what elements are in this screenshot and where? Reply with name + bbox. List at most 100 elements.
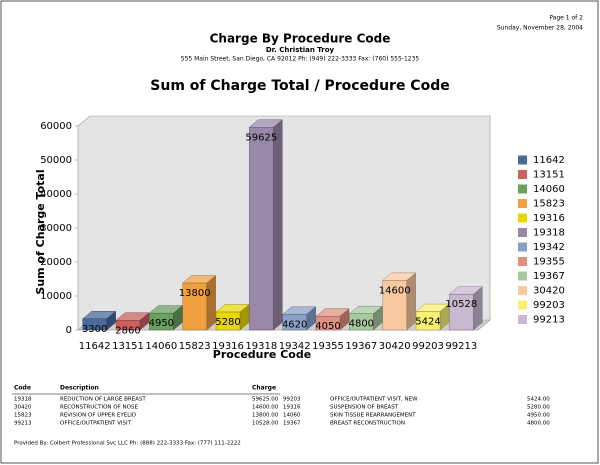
page-number: Page 1 of 2 (549, 15, 583, 22)
table-cell: SUSPENSION OF BREAST (330, 405, 399, 411)
legend-swatch (518, 184, 527, 194)
table-cell: 14600.00 (252, 405, 279, 411)
x-tick-label: 30420 (379, 341, 411, 352)
chart: 0 10000 20000 30000 40000 50000 60000 11642 3300… (40, 119, 565, 352)
x-tick-label: 14060 (145, 341, 177, 352)
y-tick-label: 60000 (40, 121, 72, 132)
bar (315, 316, 341, 331)
bar (249, 127, 274, 331)
table-header: Charge (252, 385, 276, 392)
legend-label: 15823 (533, 199, 565, 210)
x-tick-label: 99203 (412, 341, 444, 352)
legend-swatch (518, 315, 527, 324)
legend-swatch (518, 286, 527, 295)
table-cell: REDUCTION OF LARGE BREAST (60, 397, 146, 403)
bar-side (273, 119, 283, 331)
legend-swatch (518, 271, 527, 281)
x-tick-label: 19316 (212, 341, 244, 352)
legend-swatch (518, 170, 527, 179)
bar (449, 294, 474, 331)
table-cell: 14060 (283, 413, 301, 419)
report-title: Charge By Procedure Code (210, 32, 391, 46)
table-cell: 4800.00 (527, 421, 550, 427)
back-wall (77, 115, 491, 331)
doctor: Dr. Christian Troy (266, 46, 335, 54)
bar (349, 313, 374, 331)
x-tick-label: 19355 (312, 341, 344, 352)
y-tick-label: 40000 (40, 189, 72, 200)
table-cell: 5280.00 (527, 405, 550, 411)
bar (149, 312, 174, 331)
y-axis-label: Sum of Charge Total (34, 169, 47, 294)
x-tick-label: 99213 (445, 341, 477, 352)
legend-label: 13151 (533, 170, 565, 181)
y-tick-label: 50000 (40, 155, 72, 166)
table-cell: REVISION OF UPPER EYELID (60, 413, 136, 419)
table-cell: 5424.00 (527, 397, 550, 403)
data-label: 5424 (415, 317, 440, 328)
table-header: Description (60, 385, 99, 392)
data-label: 14600 (379, 285, 411, 296)
x-tick-label: 15823 (179, 341, 211, 352)
y-tick-label: 30000 (40, 223, 72, 234)
bar (115, 320, 141, 331)
x-tick-label: 19342 (279, 341, 311, 352)
bar (182, 282, 207, 331)
data-label: 10528 (445, 299, 477, 310)
x-tick-label: 19318 (245, 341, 277, 352)
legend-swatch (518, 300, 527, 310)
data-label: 13800 (179, 288, 211, 299)
table-cell: 99213 (14, 421, 32, 427)
legend-label: 19342 (533, 242, 565, 253)
table-cell: OFFICE/OUTPATIENT VISIT (60, 421, 132, 427)
table-cell: 10528.00 (252, 421, 279, 427)
table-cell: 99203 (283, 397, 301, 403)
table-header: Code (14, 385, 31, 392)
x-tick-label: 13151 (112, 341, 144, 352)
bar (215, 311, 241, 331)
chart-title: Sum of Charge Total / Procedure Code (150, 78, 449, 94)
legend-label: 14060 (533, 184, 565, 195)
y-tick-label: 0 (66, 325, 72, 336)
data-label: 4620 (282, 319, 307, 330)
data-label: 59625 (245, 132, 277, 143)
table-cell: 19318 (14, 397, 32, 403)
footer: Provided By: Colbert Professional Svc LL… (14, 441, 241, 447)
legend-label: 11642 (533, 155, 565, 166)
report-date: Sunday, November 28, 2004 (497, 25, 583, 32)
bar (415, 311, 441, 331)
table-cell: SKIN TISSUE REARRANGEMENT (330, 413, 416, 419)
legend-label: 19367 (533, 271, 565, 282)
table-cell: 19316 (283, 405, 301, 411)
legend-swatch (518, 228, 527, 237)
table-cell: 4950.00 (527, 413, 550, 419)
legend-swatch (518, 242, 527, 252)
legend-label: 30420 (533, 286, 565, 297)
data-label: 4050 (315, 321, 340, 332)
legend-swatch (518, 257, 527, 266)
data-label: 2860 (115, 325, 140, 336)
y-tick-label: 20000 (40, 257, 72, 268)
data-label: 5280 (215, 317, 240, 328)
legend-label: 99203 (533, 300, 565, 311)
x-tick-label: 11642 (79, 341, 111, 352)
legend-label: 19316 (533, 213, 565, 224)
bar (82, 318, 107, 331)
table-cell: 19367 (283, 421, 301, 427)
table-cell: 15823 (14, 413, 32, 419)
legend-swatch (518, 199, 527, 208)
table-cell: BREAST RECONSTRUCTION (330, 421, 405, 427)
table-cell: OFFICE/OUTPATIENT VISIT, NEW (330, 397, 418, 403)
x-tick-label: 19367 (345, 341, 377, 352)
address: 555 Main Street, San Diego, CA 92012 Ph:… (181, 56, 420, 63)
data-label: 4800 (349, 319, 374, 330)
bar (382, 280, 407, 331)
legend-label: 99213 (533, 315, 565, 326)
legend-label: 19318 (533, 228, 565, 239)
x-axis-label: Procedure Code (213, 348, 311, 361)
legend-swatch (518, 155, 527, 165)
table: Code Description Charge 19318 REDUCTION OF L… (14, 385, 550, 427)
legend-swatch (518, 213, 527, 223)
table-cell: RECONSTRUCTION OF NOSE (60, 405, 138, 411)
